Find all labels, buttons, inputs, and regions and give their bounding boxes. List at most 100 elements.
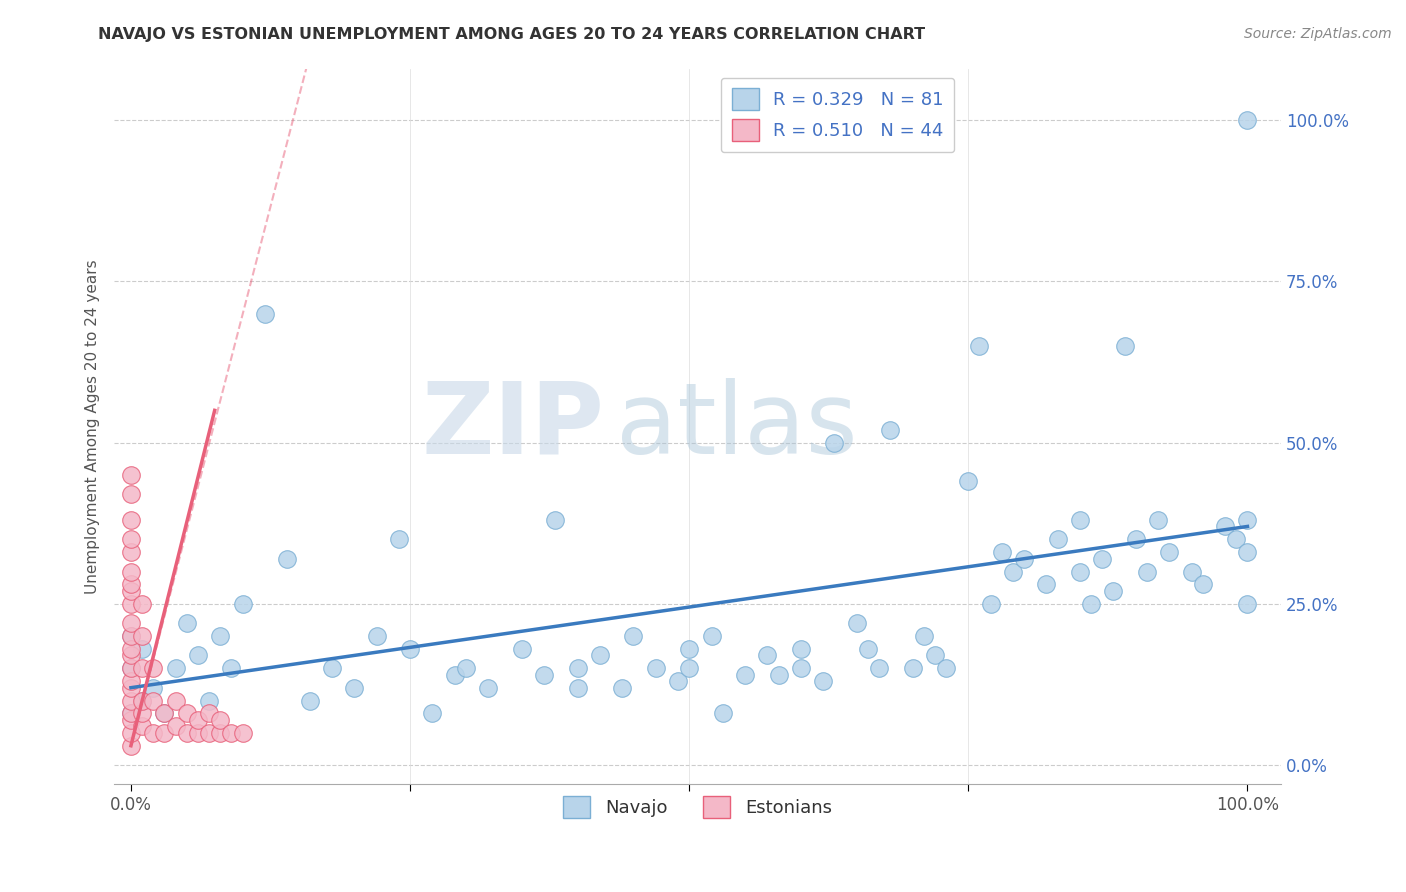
Navajo xyxy=(1012,551,1035,566)
Navajo xyxy=(187,648,209,663)
Navajo xyxy=(1136,565,1159,579)
Navajo xyxy=(1069,565,1091,579)
Estonians xyxy=(120,648,142,663)
Navajo xyxy=(209,629,232,643)
Navajo xyxy=(1236,545,1258,559)
Estonians xyxy=(120,577,142,591)
Navajo xyxy=(1091,551,1114,566)
Estonians xyxy=(165,693,187,707)
Estonians xyxy=(120,726,142,740)
Estonians xyxy=(131,706,153,721)
Estonians xyxy=(209,713,232,727)
Estonians xyxy=(120,629,142,643)
Navajo xyxy=(924,648,946,663)
Navajo xyxy=(1001,565,1024,579)
Navajo xyxy=(366,629,388,643)
Navajo xyxy=(176,616,198,631)
Navajo xyxy=(142,681,165,695)
Estonians xyxy=(120,583,142,598)
Estonians xyxy=(120,661,142,675)
Estonians xyxy=(120,681,142,695)
Navajo xyxy=(901,661,924,675)
Legend: Navajo, Estonians: Navajo, Estonians xyxy=(555,789,839,825)
Estonians xyxy=(176,706,198,721)
Navajo xyxy=(1213,519,1236,533)
Navajo xyxy=(131,693,153,707)
Estonians xyxy=(120,616,142,631)
Navajo xyxy=(811,674,834,689)
Navajo xyxy=(589,648,612,663)
Navajo xyxy=(232,597,254,611)
Estonians xyxy=(120,706,142,721)
Navajo xyxy=(298,693,321,707)
Estonians xyxy=(232,726,254,740)
Navajo xyxy=(1236,113,1258,128)
Navajo xyxy=(533,667,555,681)
Navajo xyxy=(276,551,298,566)
Estonians xyxy=(142,726,165,740)
Navajo xyxy=(1102,583,1125,598)
Navajo xyxy=(1080,597,1102,611)
Estonians xyxy=(120,467,142,482)
Navajo xyxy=(120,661,142,675)
Estonians xyxy=(120,674,142,689)
Navajo xyxy=(957,475,980,489)
Navajo xyxy=(1147,513,1170,527)
Navajo xyxy=(1236,513,1258,527)
Y-axis label: Unemployment Among Ages 20 to 24 years: Unemployment Among Ages 20 to 24 years xyxy=(86,260,100,594)
Navajo xyxy=(768,667,790,681)
Navajo xyxy=(198,693,221,707)
Navajo xyxy=(422,706,444,721)
Estonians xyxy=(187,726,209,740)
Estonians xyxy=(142,693,165,707)
Text: atlas: atlas xyxy=(616,378,858,475)
Navajo xyxy=(1191,577,1213,591)
Navajo xyxy=(1046,533,1069,547)
Estonians xyxy=(131,719,153,733)
Navajo xyxy=(666,674,689,689)
Navajo xyxy=(935,661,957,675)
Estonians xyxy=(153,726,176,740)
Navajo xyxy=(510,642,533,657)
Estonians xyxy=(142,661,165,675)
Navajo xyxy=(567,661,589,675)
Estonians xyxy=(131,629,153,643)
Navajo xyxy=(1114,339,1136,353)
Navajo xyxy=(856,642,879,657)
Navajo xyxy=(1035,577,1057,591)
Navajo xyxy=(868,661,890,675)
Navajo xyxy=(790,661,813,675)
Estonians xyxy=(221,726,243,740)
Navajo xyxy=(388,533,411,547)
Navajo xyxy=(678,642,700,657)
Navajo xyxy=(1159,545,1181,559)
Navajo xyxy=(221,661,243,675)
Navajo xyxy=(756,648,779,663)
Estonians xyxy=(176,726,198,740)
Estonians xyxy=(131,597,153,611)
Navajo xyxy=(544,513,567,527)
Navajo xyxy=(621,629,644,643)
Navajo xyxy=(454,661,477,675)
Text: NAVAJO VS ESTONIAN UNEMPLOYMENT AMONG AGES 20 TO 24 YEARS CORRELATION CHART: NAVAJO VS ESTONIAN UNEMPLOYMENT AMONG AG… xyxy=(98,27,925,42)
Navajo xyxy=(567,681,589,695)
Navajo xyxy=(1125,533,1147,547)
Estonians xyxy=(120,693,142,707)
Navajo xyxy=(253,307,276,321)
Navajo xyxy=(711,706,734,721)
Navajo xyxy=(912,629,935,643)
Navajo xyxy=(991,545,1014,559)
Navajo xyxy=(734,667,756,681)
Estonians xyxy=(120,487,142,501)
Navajo xyxy=(1225,533,1247,547)
Navajo xyxy=(399,642,422,657)
Navajo xyxy=(153,706,176,721)
Navajo xyxy=(477,681,499,695)
Estonians xyxy=(120,545,142,559)
Estonians xyxy=(120,565,142,579)
Estonians xyxy=(120,533,142,547)
Navajo xyxy=(700,629,723,643)
Estonians xyxy=(209,726,232,740)
Navajo xyxy=(879,423,901,437)
Text: Source: ZipAtlas.com: Source: ZipAtlas.com xyxy=(1244,27,1392,41)
